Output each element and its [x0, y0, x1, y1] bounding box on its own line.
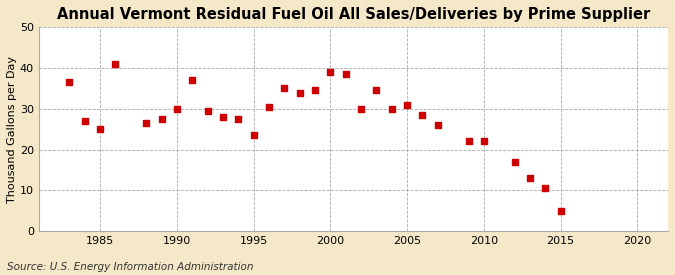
Point — [524, 176, 535, 180]
Y-axis label: Thousand Gallons per Day: Thousand Gallons per Day — [7, 56, 17, 203]
Point — [371, 88, 382, 93]
Point — [80, 119, 90, 123]
Point — [217, 115, 228, 119]
Point — [263, 104, 274, 109]
Point — [279, 86, 290, 91]
Title: Annual Vermont Residual Fuel Oil All Sales/Deliveries by Prime Supplier: Annual Vermont Residual Fuel Oil All Sal… — [57, 7, 650, 22]
Point — [556, 209, 566, 213]
Point — [386, 107, 397, 111]
Point — [356, 107, 367, 111]
Point — [171, 107, 182, 111]
Point — [417, 113, 428, 117]
Point — [479, 139, 489, 144]
Point — [64, 80, 75, 84]
Point — [248, 133, 259, 138]
Point — [433, 123, 443, 127]
Text: Source: U.S. Energy Information Administration: Source: U.S. Energy Information Administ… — [7, 262, 253, 272]
Point — [95, 127, 105, 131]
Point — [187, 78, 198, 82]
Point — [540, 186, 551, 191]
Point — [310, 88, 321, 93]
Point — [233, 117, 244, 121]
Point — [340, 72, 351, 76]
Point — [463, 139, 474, 144]
Point — [294, 90, 305, 95]
Point — [110, 62, 121, 66]
Point — [141, 121, 152, 125]
Point — [156, 117, 167, 121]
Point — [202, 109, 213, 113]
Point — [402, 103, 412, 107]
Point — [509, 160, 520, 164]
Point — [325, 70, 335, 74]
